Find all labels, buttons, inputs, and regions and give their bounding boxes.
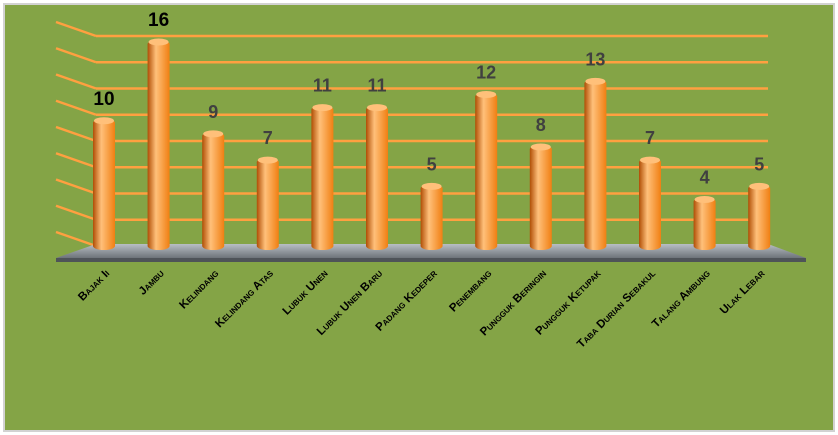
gridline-side	[55, 47, 97, 64]
data-label: 9	[208, 102, 218, 122]
bar	[202, 131, 225, 250]
bars	[93, 38, 771, 250]
bar-cap	[694, 196, 715, 203]
bar-cap	[640, 156, 660, 164]
bar-cap	[203, 130, 224, 138]
bar-cap	[749, 182, 770, 190]
bar	[420, 184, 443, 250]
data-label: 12	[476, 63, 496, 83]
data-label: 7	[263, 128, 273, 148]
data-label: 16	[148, 10, 169, 31]
gridline-side	[55, 99, 97, 116]
data-label: 7	[645, 128, 655, 148]
data-labels: 10 16 9 7 11 11 5 12 8 13 7 4 5	[93, 10, 764, 188]
gridline-side	[55, 73, 97, 90]
bar-cap	[148, 38, 169, 46]
data-label: 11	[367, 76, 386, 96]
bar	[311, 105, 334, 250]
bar-cap	[312, 104, 333, 112]
data-label: 8	[536, 115, 546, 135]
data-label: 13	[585, 49, 605, 69]
gridline-side	[55, 204, 97, 221]
bar	[584, 79, 607, 250]
data-label: 5	[754, 154, 764, 174]
gridline-side	[55, 230, 97, 248]
bar-cap	[530, 143, 551, 151]
bar	[693, 197, 716, 250]
bar	[529, 145, 552, 250]
bar-cap	[476, 91, 497, 98]
bar-cap	[94, 117, 114, 125]
data-label: 10	[93, 89, 114, 110]
floor-top	[56, 244, 806, 258]
gridline-side	[55, 125, 97, 143]
bar-cap	[367, 104, 387, 112]
bar-cap	[421, 182, 442, 190]
chart-floor	[56, 244, 806, 262]
bar	[475, 92, 498, 250]
gridline-side	[55, 20, 97, 38]
bar	[748, 184, 771, 250]
bar-cap	[585, 77, 606, 85]
data-label: 4	[700, 168, 710, 188]
bar	[639, 158, 661, 250]
bar	[147, 40, 170, 250]
gridline-side	[55, 178, 97, 195]
bar-cap	[257, 156, 278, 164]
gridline-side	[55, 152, 97, 169]
data-label: 11	[313, 76, 332, 96]
bar	[93, 118, 115, 250]
bar	[366, 105, 388, 250]
floor-edge	[56, 258, 806, 262]
data-label: 5	[427, 154, 437, 174]
bar	[256, 158, 279, 250]
